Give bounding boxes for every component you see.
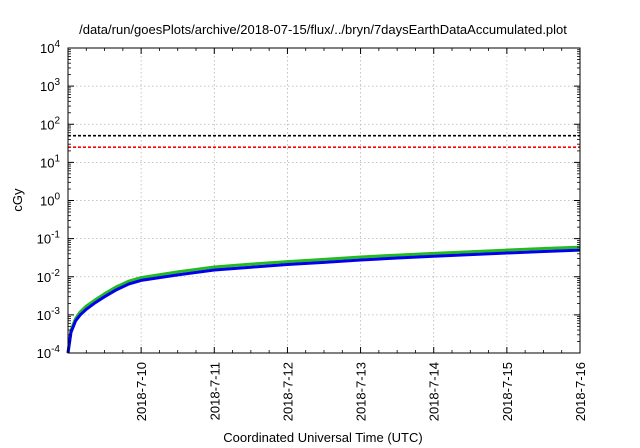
y-tick-label: 103: [40, 77, 60, 94]
y-tick-label: 101: [40, 153, 60, 170]
x-tick-label: 2018-7-13: [354, 362, 369, 421]
series-line: [66, 245, 581, 354]
y-tick-label: 102: [40, 115, 60, 132]
series-line: [66, 248, 581, 354]
y-axis-label: cGy: [10, 188, 25, 212]
y-tick-label: 10-4: [37, 344, 61, 361]
x-tick-label: 2018-7-10: [134, 362, 149, 421]
y-tick-label: 10-1: [37, 230, 61, 247]
x-tick-label: 2018-7-15: [500, 362, 515, 421]
y-tick-label: 104: [40, 39, 60, 56]
thresholds: [68, 134, 580, 149]
y-tick-label: 10-3: [37, 306, 61, 323]
x-tick-label: 2018-7-11: [207, 362, 222, 420]
y-tick-label: 10-2: [37, 268, 61, 285]
series-layer: [66, 245, 581, 354]
x-tick-label: 2018-7-16: [573, 362, 588, 421]
x-tick-label: 2018-7-14: [427, 362, 442, 421]
chart-title: /data/run/goesPlots/archive/2018-07-15/f…: [79, 22, 567, 37]
y-tick-label: 100: [40, 192, 60, 209]
grid: [68, 48, 580, 353]
y-axis: 10-4 10-3 10-2 10-1 100 101 102 103 104: [37, 39, 580, 361]
x-axis-label: Coordinated Universal Time (UTC): [223, 430, 422, 445]
x-axis: 2018-7-10 2018-7-11 2018-7-12 2018-7-13 2018…: [85, 48, 588, 421]
x-tick-label: 2018-7-12: [280, 362, 295, 421]
